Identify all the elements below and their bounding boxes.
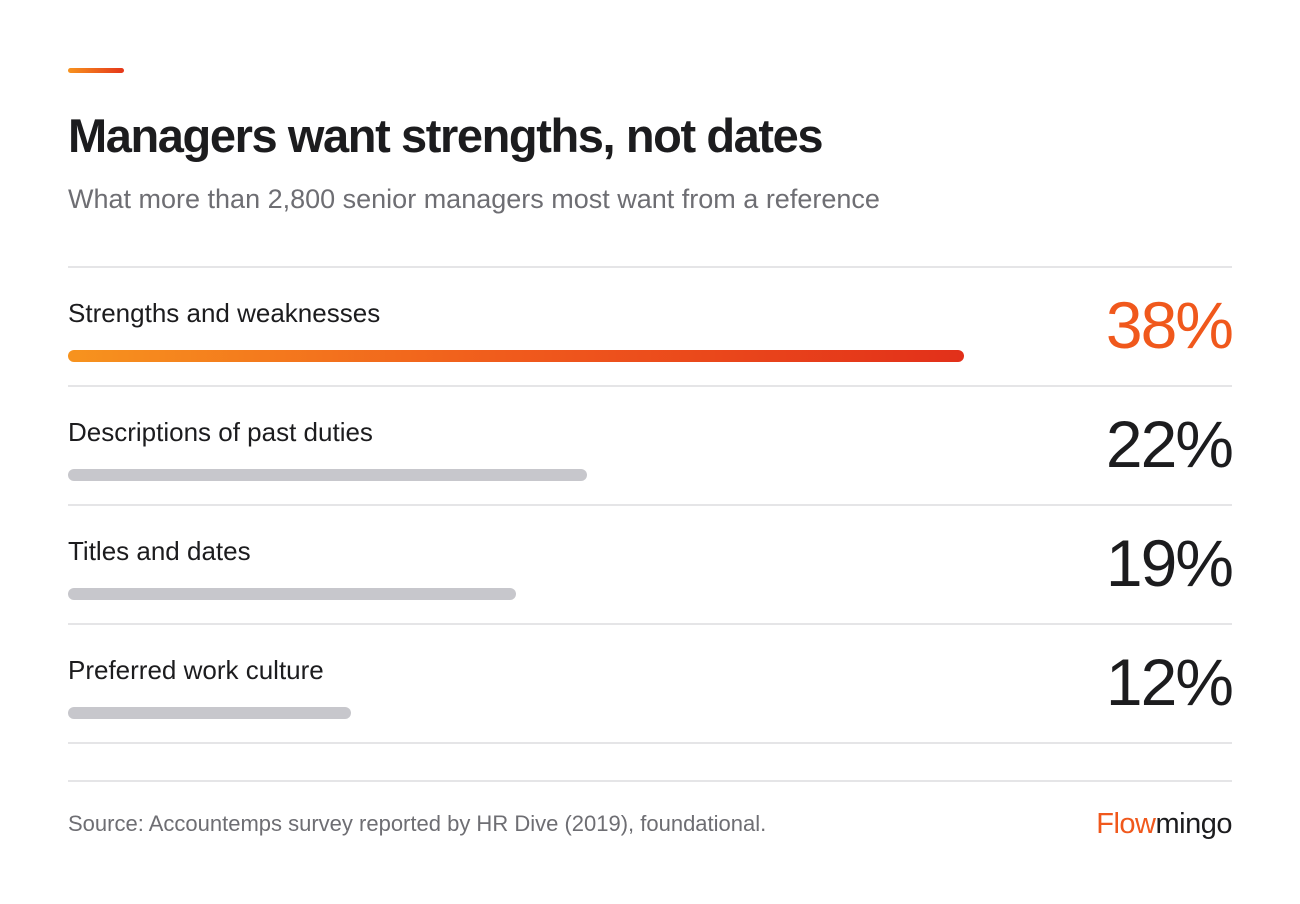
bar-label: Strengths and weaknesses bbox=[68, 298, 381, 328]
bar-track bbox=[68, 469, 964, 481]
bar-label: Titles and dates bbox=[68, 536, 251, 566]
bar-row: Descriptions of past duties 22% bbox=[68, 387, 1234, 506]
source-note: Source: Accountemps survey reported by H… bbox=[68, 811, 767, 836]
bar bbox=[68, 707, 351, 719]
bar bbox=[68, 350, 964, 362]
logo-part-flow: Flow bbox=[1096, 808, 1156, 840]
chart-title: Managers want strengths, not dates bbox=[68, 109, 824, 162]
bar bbox=[68, 588, 516, 600]
bar-row: Titles and dates 19% bbox=[68, 506, 1234, 625]
bar-track bbox=[68, 350, 964, 362]
bar-chart: Strengths and weaknesses 38% Descriptions … bbox=[68, 266, 1234, 744]
bar-label: Preferred work culture bbox=[68, 655, 324, 685]
brand-logo: Flowmingo bbox=[1096, 808, 1232, 841]
bar-track bbox=[68, 707, 964, 719]
value-label: 12% bbox=[1105, 645, 1234, 719]
accent-rule bbox=[68, 68, 124, 73]
value-label: 22% bbox=[1105, 407, 1234, 481]
value-label: 19% bbox=[1105, 526, 1234, 600]
bar-row: Strengths and weaknesses 38% bbox=[68, 268, 1234, 387]
bar-label: Descriptions of past duties bbox=[68, 417, 373, 447]
chart-subtitle: What more than 2,800 senior managers mos… bbox=[68, 184, 880, 214]
value-label: 38% bbox=[1105, 288, 1234, 362]
bar bbox=[68, 469, 587, 481]
footer-divider bbox=[68, 780, 1232, 782]
bar-row: Preferred work culture 12% bbox=[68, 625, 1234, 744]
logo-part-mingo: mingo bbox=[1155, 808, 1233, 840]
bar-track bbox=[68, 588, 964, 600]
